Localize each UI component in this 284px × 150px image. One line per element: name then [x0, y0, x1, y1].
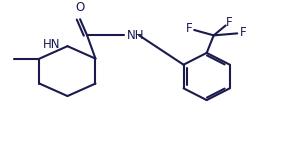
Text: HN: HN [43, 38, 60, 51]
Text: F: F [185, 22, 192, 35]
Text: NH: NH [126, 29, 144, 42]
Text: F: F [225, 16, 232, 29]
Text: F: F [240, 26, 247, 39]
Text: O: O [76, 2, 85, 15]
